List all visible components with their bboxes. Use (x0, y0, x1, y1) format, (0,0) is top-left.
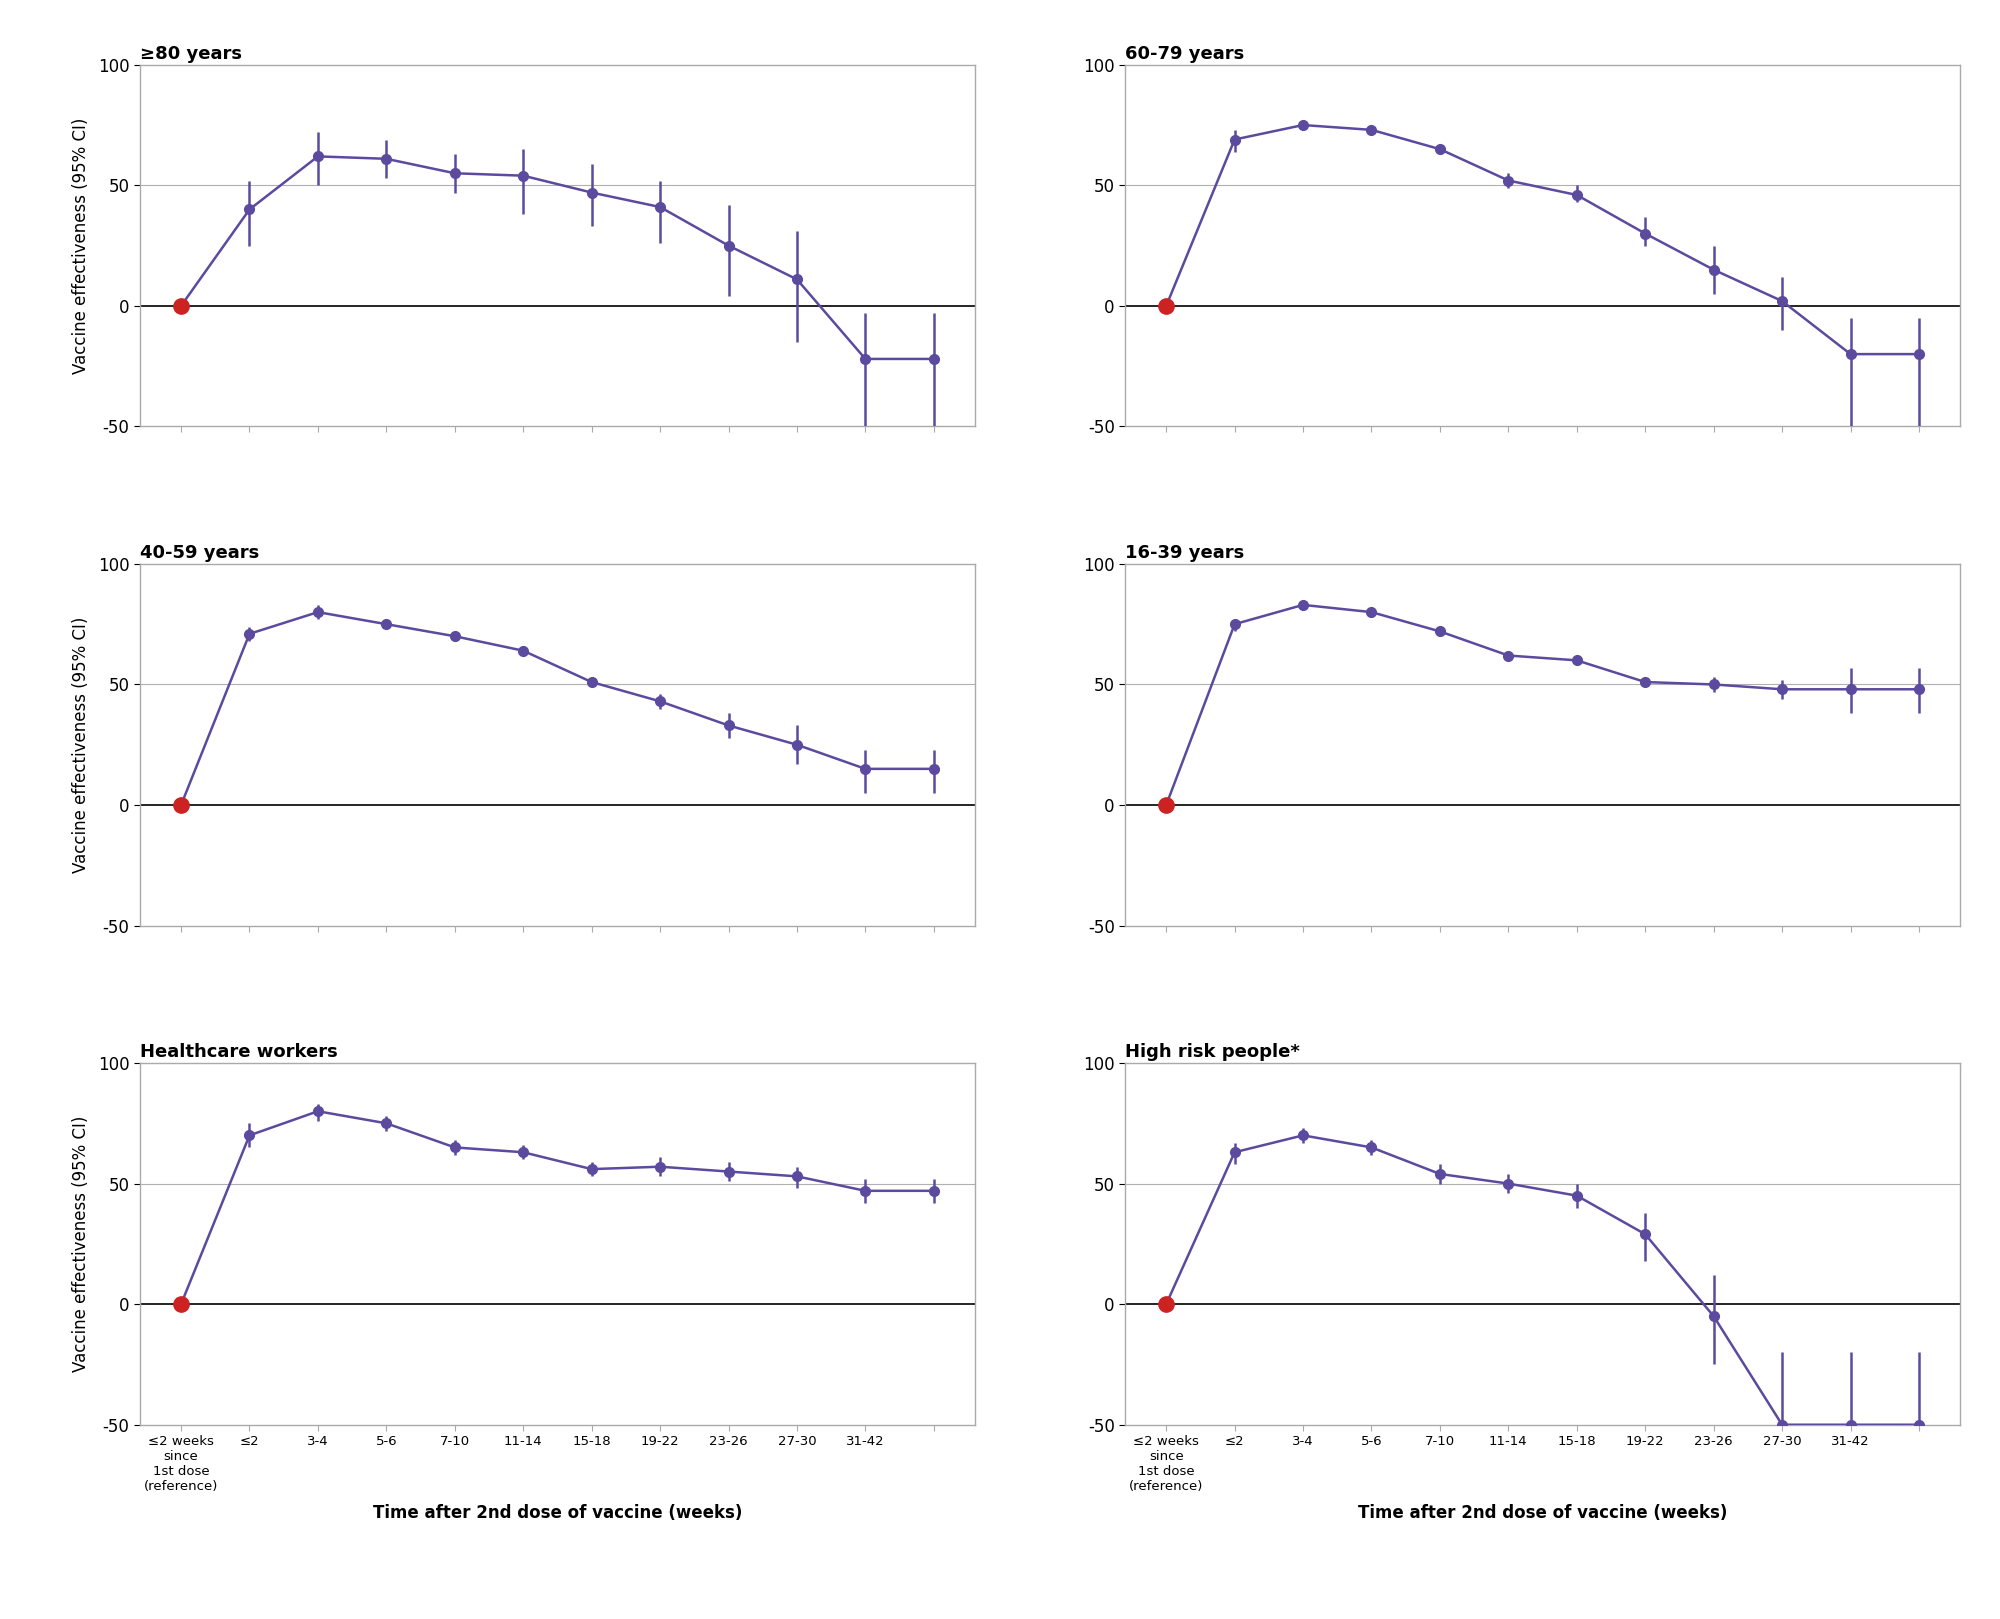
Text: 60-79 years: 60-79 years (1126, 45, 1244, 63)
Text: 40-59 years: 40-59 years (140, 544, 260, 562)
Y-axis label: Vaccine effectiveness (95% CI): Vaccine effectiveness (95% CI) (72, 1115, 90, 1371)
Y-axis label: Vaccine effectiveness (95% CI): Vaccine effectiveness (95% CI) (72, 118, 90, 374)
Text: 16-39 years: 16-39 years (1126, 544, 1244, 562)
X-axis label: Time after 2nd dose of vaccine (weeks): Time after 2nd dose of vaccine (weeks) (372, 1504, 742, 1522)
Y-axis label: Vaccine effectiveness (95% CI): Vaccine effectiveness (95% CI) (72, 617, 90, 873)
X-axis label: Time after 2nd dose of vaccine (weeks): Time after 2nd dose of vaccine (weeks) (1358, 1504, 1728, 1522)
Text: Healthcare workers: Healthcare workers (140, 1044, 338, 1062)
Text: ≥80 years: ≥80 years (140, 45, 242, 63)
Text: High risk people*: High risk people* (1126, 1044, 1300, 1062)
